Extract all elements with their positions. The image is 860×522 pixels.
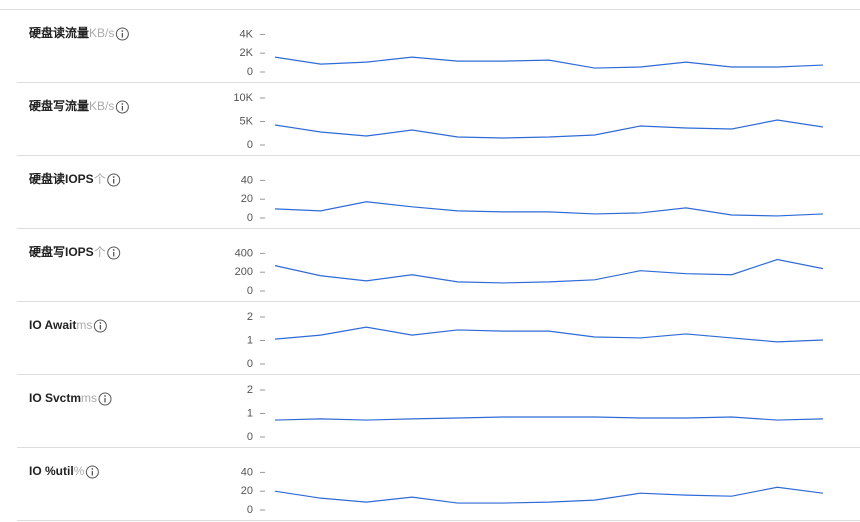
metric-title: 硬盘读IOPS个 xyxy=(29,171,106,186)
title-text: 硬盘写IOPS xyxy=(29,244,94,259)
metric-line xyxy=(274,201,824,217)
metric-title: 硬盘写流量KB/s xyxy=(29,98,114,113)
unit-text: ms xyxy=(81,391,97,405)
metric-line xyxy=(274,258,824,284)
y-tick-label: 20 xyxy=(241,485,253,497)
y-tick-label: 4K xyxy=(240,28,254,40)
title-text: IO Svctm xyxy=(29,391,81,405)
y-tick-label: 0 xyxy=(247,431,253,443)
metric-title: 硬盘读流量KB/s xyxy=(29,25,114,40)
metric-line xyxy=(274,56,824,69)
y-tick-label: 0 xyxy=(247,139,253,151)
unit-text: 个 xyxy=(94,172,106,186)
unit-text: ms xyxy=(76,318,92,332)
unit-text: % xyxy=(74,464,85,478)
y-tick-label: 2 xyxy=(247,384,253,396)
y-tick-label: 40 xyxy=(241,466,253,478)
title-text: 硬盘读IOPS xyxy=(29,171,94,186)
metric-title: 硬盘写IOPS个 xyxy=(29,244,106,259)
y-tick-label: 10K xyxy=(233,92,253,104)
y-tick-label: 1 xyxy=(247,334,253,346)
info-icon xyxy=(107,246,121,260)
metric-title: IO Awaitms xyxy=(29,318,92,332)
unit-text: KB/s xyxy=(89,99,114,113)
info-icon xyxy=(115,100,129,114)
y-tick-label: 0 xyxy=(247,212,253,224)
title-text: 硬盘写流量 xyxy=(29,98,89,113)
info-dot xyxy=(91,468,94,470)
y-tick-label: 400 xyxy=(235,247,253,259)
info-dot xyxy=(104,395,106,397)
info-dot xyxy=(112,176,115,178)
info-icon xyxy=(107,173,121,187)
metric-title: IO Svctmms xyxy=(29,391,97,405)
info-icon xyxy=(115,27,129,41)
info-dot xyxy=(112,249,115,251)
metric-line xyxy=(274,326,824,343)
y-tick-label: 20 xyxy=(241,193,253,205)
info-icon xyxy=(98,392,112,406)
y-tick-label: 2 xyxy=(247,311,253,323)
info-icon xyxy=(93,319,107,333)
y-tick-label: 0 xyxy=(247,66,253,78)
title-text: IO Await xyxy=(29,318,76,332)
info-dot xyxy=(99,322,102,324)
y-tick-label: 0 xyxy=(247,285,253,297)
y-tick-label: 0 xyxy=(247,358,253,370)
metric-title: IO %util% xyxy=(29,464,85,478)
info-dot xyxy=(121,30,124,32)
y-tick-label: 1 xyxy=(247,407,253,419)
title-text: IO %util xyxy=(29,464,74,478)
y-tick-label: 200 xyxy=(235,266,253,278)
metric-line xyxy=(274,486,824,504)
info-icon xyxy=(85,465,99,479)
y-tick-label: 0 xyxy=(247,504,253,516)
y-tick-label: 2K xyxy=(240,47,254,59)
info-dot xyxy=(121,103,124,105)
metric-line xyxy=(274,416,824,421)
unit-text: 个 xyxy=(94,245,106,259)
metric-line xyxy=(274,119,824,139)
title-text: 硬盘读流量 xyxy=(29,25,89,40)
y-tick-label: 40 xyxy=(241,174,253,186)
y-tick-label: 5K xyxy=(240,115,254,127)
unit-text: KB/s xyxy=(89,26,114,40)
